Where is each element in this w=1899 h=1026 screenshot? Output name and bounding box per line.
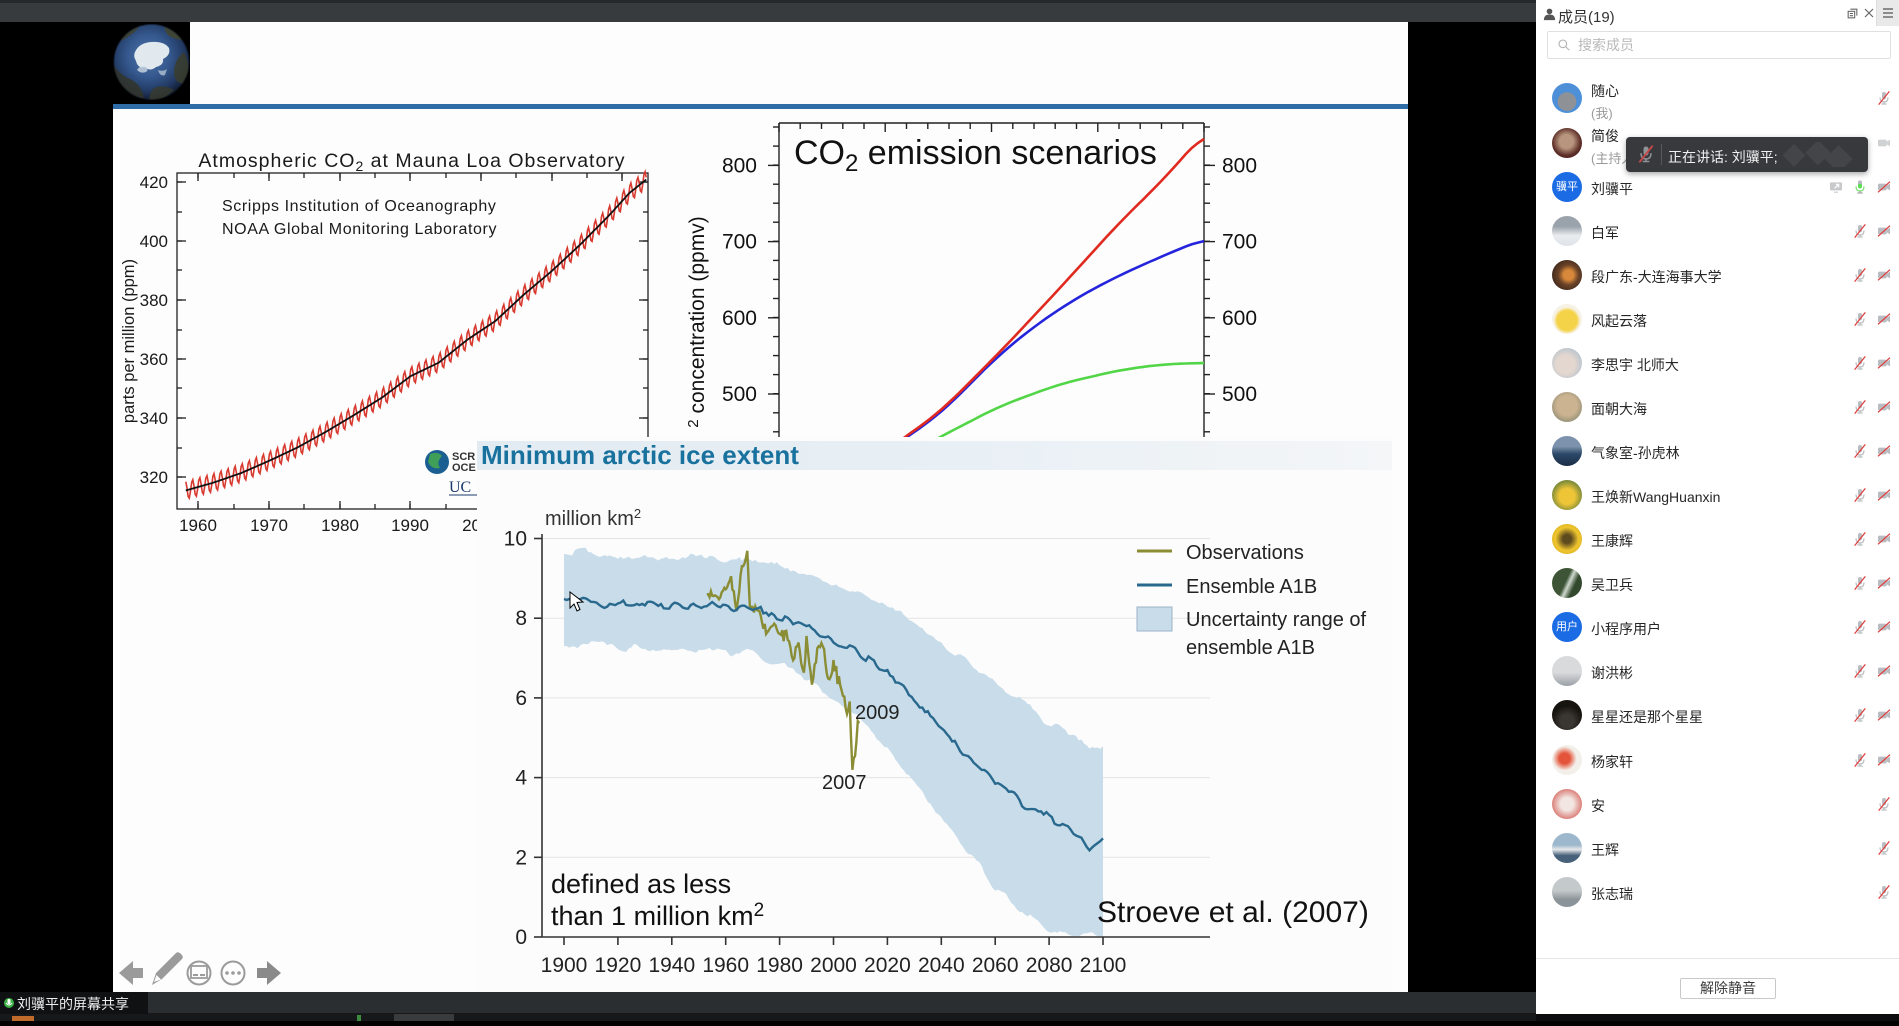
svg-text:400: 400 — [140, 232, 168, 251]
svg-text:1980: 1980 — [321, 516, 359, 535]
svg-text:4: 4 — [515, 767, 527, 790]
svg-text:1980: 1980 — [756, 954, 803, 977]
svg-text:Observations: Observations — [1186, 542, 1304, 564]
svg-text:6: 6 — [515, 687, 527, 710]
svg-text:600: 600 — [1222, 307, 1257, 330]
svg-text:Scripps Institution of Oceanog: Scripps Institution of Oceanography — [222, 198, 496, 215]
svg-text:8: 8 — [515, 607, 527, 630]
svg-text:420: 420 — [140, 173, 168, 192]
svg-text:2020: 2020 — [864, 954, 911, 977]
svg-text:2: 2 — [515, 846, 527, 869]
svg-text:1900: 1900 — [541, 954, 588, 977]
svg-text:2000: 2000 — [810, 954, 857, 977]
svg-text:700: 700 — [1222, 231, 1257, 254]
svg-text:defined as less: defined as less — [551, 869, 731, 899]
svg-text:2040: 2040 — [918, 954, 965, 977]
svg-text:2 concentration (ppmv): 2 concentration (ppmv) — [685, 216, 709, 427]
svg-text:800: 800 — [722, 154, 757, 177]
svg-text:刘骥平的屏幕共享: 刘骥平的屏幕共享 — [17, 996, 129, 1012]
svg-text:Ensemble A1B: Ensemble A1B — [1186, 576, 1317, 598]
svg-text:SCR: SCR — [452, 451, 475, 463]
svg-text:OCE: OCE — [452, 462, 476, 474]
svg-text:340: 340 — [140, 409, 168, 428]
svg-text:Stroeve et al. (2007): Stroeve et al. (2007) — [1097, 896, 1369, 929]
svg-text:parts per million (ppm): parts per million (ppm) — [120, 259, 138, 423]
svg-text:380: 380 — [140, 291, 168, 310]
svg-text:1940: 1940 — [648, 954, 695, 977]
svg-text:1960: 1960 — [179, 516, 217, 535]
svg-text:1920: 1920 — [595, 954, 642, 977]
svg-text:2080: 2080 — [1026, 954, 1073, 977]
svg-text:ensemble A1B: ensemble A1B — [1186, 637, 1315, 659]
svg-text:320: 320 — [140, 468, 168, 487]
svg-text:NOAA Global Monitoring Laborat: NOAA Global Monitoring Laboratory — [222, 221, 497, 238]
svg-text:UC: UC — [449, 479, 471, 496]
svg-text:600: 600 — [722, 307, 757, 330]
svg-text:500: 500 — [1222, 383, 1257, 406]
svg-text:0: 0 — [515, 926, 527, 949]
svg-text:2100: 2100 — [1080, 954, 1127, 977]
svg-text:700: 700 — [722, 231, 757, 254]
svg-text:1970: 1970 — [250, 516, 288, 535]
svg-text:million km2: million km2 — [545, 506, 641, 530]
svg-text:2007: 2007 — [822, 772, 867, 794]
svg-text:1960: 1960 — [702, 954, 749, 977]
svg-text:Atmospheric CO2 at Mauna Loa O: Atmospheric CO2 at Mauna Loa Observatory — [198, 150, 625, 174]
svg-text:800: 800 — [1222, 154, 1257, 177]
svg-text:2009: 2009 — [855, 702, 900, 724]
svg-text:Uncertainty range of: Uncertainty range of — [1186, 609, 1367, 631]
svg-text:than 1 million km2: than 1 million km2 — [551, 900, 764, 931]
svg-text:360: 360 — [140, 350, 168, 369]
svg-text:Minimum arctic ice extent: Minimum arctic ice extent — [481, 440, 799, 470]
svg-text:2060: 2060 — [972, 954, 1019, 977]
svg-text:500: 500 — [722, 383, 757, 406]
svg-text:10: 10 — [504, 528, 527, 551]
svg-text:1990: 1990 — [391, 516, 429, 535]
